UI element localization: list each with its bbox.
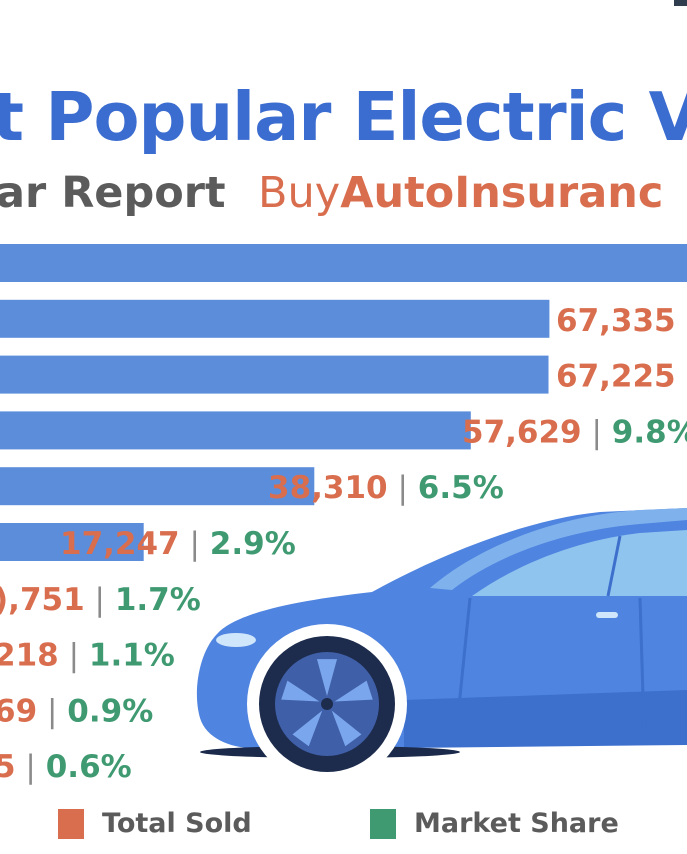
value-label: ),751 | 1.7%	[0, 582, 201, 618]
bar	[0, 244, 687, 282]
car-illustration	[196, 508, 687, 784]
divider: |	[388, 470, 418, 506]
divider: |	[59, 638, 89, 674]
divider: |	[676, 359, 687, 395]
divider: |	[37, 693, 67, 729]
legend-label-market-share: Market Share	[414, 808, 619, 839]
share-value: 0.6%	[46, 749, 132, 785]
share-value: 2.9%	[210, 526, 296, 562]
brand-bold: AutoInsuranc	[340, 168, 664, 218]
value-label: 57,629 | 9.8%	[462, 414, 687, 450]
sold-value: 38,310	[268, 470, 388, 506]
rim-spoke	[334, 680, 373, 702]
share-value: 0.9%	[67, 693, 153, 729]
divider: |	[16, 749, 46, 785]
sold-value: 57,629	[462, 414, 582, 450]
bar	[0, 523, 144, 561]
door-line	[454, 597, 472, 737]
bar	[0, 411, 471, 450]
bar	[0, 467, 315, 506]
corner-mark	[674, 0, 687, 6]
value-label: 67,335 |	[556, 303, 687, 339]
sold-value: 67,335	[556, 303, 676, 339]
bar	[0, 355, 549, 394]
legend-swatch-market-share	[370, 808, 396, 839]
sold-value: 218	[0, 638, 59, 674]
rim-spokes	[281, 659, 373, 747]
rim-spoke	[331, 710, 362, 747]
sold-value: 17,247	[60, 526, 180, 562]
rim-spoke	[292, 710, 323, 747]
labels-group: 67,335 | 67,225 | 57,629 | 9.8% 38,310 | …	[0, 303, 687, 785]
sold-value: 67,225	[556, 359, 676, 395]
share-value: 1.7%	[115, 582, 201, 618]
brand-text: BuyAutoInsuranc	[258, 168, 663, 218]
window-divider	[606, 535, 622, 597]
value-label: 38,310 | 6.5%	[268, 470, 504, 506]
divider: |	[582, 414, 612, 450]
bars-group	[0, 244, 687, 561]
legend-swatch-total-sold	[58, 808, 84, 839]
door-handle	[596, 612, 618, 618]
value-label: 5 | 0.6%	[0, 749, 132, 785]
chart-title: t Popular Electric V	[0, 78, 687, 156]
hub	[321, 698, 333, 710]
share-value: 9.8%	[612, 414, 687, 450]
legend-label-total-sold: Total Sold	[102, 808, 252, 839]
divider: |	[85, 582, 115, 618]
door-line	[638, 597, 646, 731]
rim-spoke	[316, 659, 338, 696]
value-label: 17,247 | 2.9%	[60, 526, 296, 562]
car-window	[472, 530, 687, 596]
brand-prefix: Buy	[258, 168, 341, 218]
headlight	[216, 633, 256, 647]
value-label: 218 | 1.1%	[0, 638, 175, 674]
legend-item-total-sold: Total Sold	[58, 808, 252, 839]
sold-value: ),751	[0, 582, 85, 618]
share-value: 6.5%	[418, 470, 504, 506]
divider: |	[676, 303, 687, 339]
value-label: 69 | 0.9%	[0, 693, 153, 729]
legend-item-market-share: Market Share	[370, 808, 619, 839]
sold-value: 5	[0, 749, 16, 785]
bar	[0, 299, 550, 338]
sold-value: 69	[0, 693, 37, 729]
chart-subtitle: ar Report	[0, 168, 226, 218]
value-label: 67,225 |	[556, 359, 687, 395]
divider: |	[180, 526, 210, 562]
car-lower-panel	[404, 690, 687, 748]
rim-spoke	[281, 680, 320, 702]
car-roof	[430, 508, 687, 590]
share-value: 1.1%	[89, 638, 175, 674]
